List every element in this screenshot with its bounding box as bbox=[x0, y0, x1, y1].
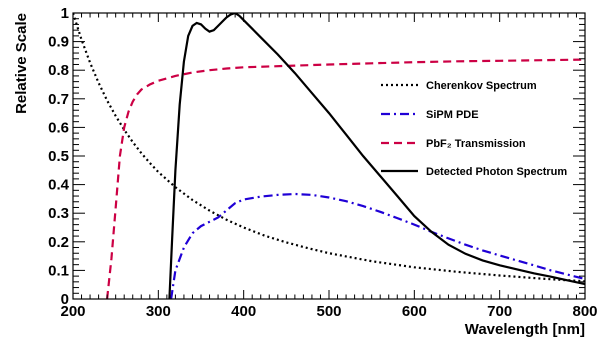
y-tick-label: 1 bbox=[61, 5, 69, 22]
y-tick-label: 0.8 bbox=[48, 62, 69, 79]
x-tick-label: 600 bbox=[402, 303, 427, 320]
x-axis-title: Wavelength [nm] bbox=[465, 321, 585, 338]
plot-frame bbox=[72, 12, 586, 300]
y-tick-label: 0.5 bbox=[48, 148, 69, 165]
series-line-0 bbox=[73, 13, 585, 283]
tick-labels: 200 300 400 500 600 700 800 0 0.1 0.2 0.3 0.4 0.5 0.6… bbox=[48, 5, 597, 320]
x-tick-label: 800 bbox=[572, 303, 597, 320]
legend-label-1: SiPM PDE bbox=[426, 109, 479, 121]
y-tick-label: 0.6 bbox=[48, 119, 69, 136]
y-tick-label: 0.3 bbox=[48, 205, 69, 222]
x-tick-label: 200 bbox=[60, 303, 85, 320]
x-tick-label: 500 bbox=[316, 303, 341, 320]
legend-label-2: PbF₂ Transmission bbox=[426, 138, 526, 150]
series-line-2 bbox=[106, 58, 585, 299]
legend-label-3: Detected Photon Spectrum bbox=[426, 166, 567, 178]
data-lines bbox=[73, 13, 585, 299]
x-tick-label: 400 bbox=[231, 303, 256, 320]
legend: Cherenkov Spectrum SiPM PDE PbF₂ Transmiss… bbox=[381, 80, 567, 178]
y-tick-label: 0.7 bbox=[48, 91, 69, 108]
y-tick-label: 0.2 bbox=[48, 234, 69, 251]
x-tick-label: 300 bbox=[146, 303, 171, 320]
y-tick-label: 0.9 bbox=[48, 34, 69, 51]
series-line-1 bbox=[170, 192, 585, 299]
x-tick-label: 700 bbox=[487, 303, 512, 320]
y-tick-label: 0.4 bbox=[48, 177, 70, 194]
y-tick-label: 0.1 bbox=[48, 262, 69, 279]
legend-label-0: Cherenkov Spectrum bbox=[426, 80, 537, 92]
y-tick-label: 0 bbox=[61, 291, 69, 308]
series-line-3 bbox=[168, 13, 585, 299]
axis-ticks bbox=[72, 12, 586, 300]
y-axis-title: Relative Scale bbox=[13, 13, 30, 114]
